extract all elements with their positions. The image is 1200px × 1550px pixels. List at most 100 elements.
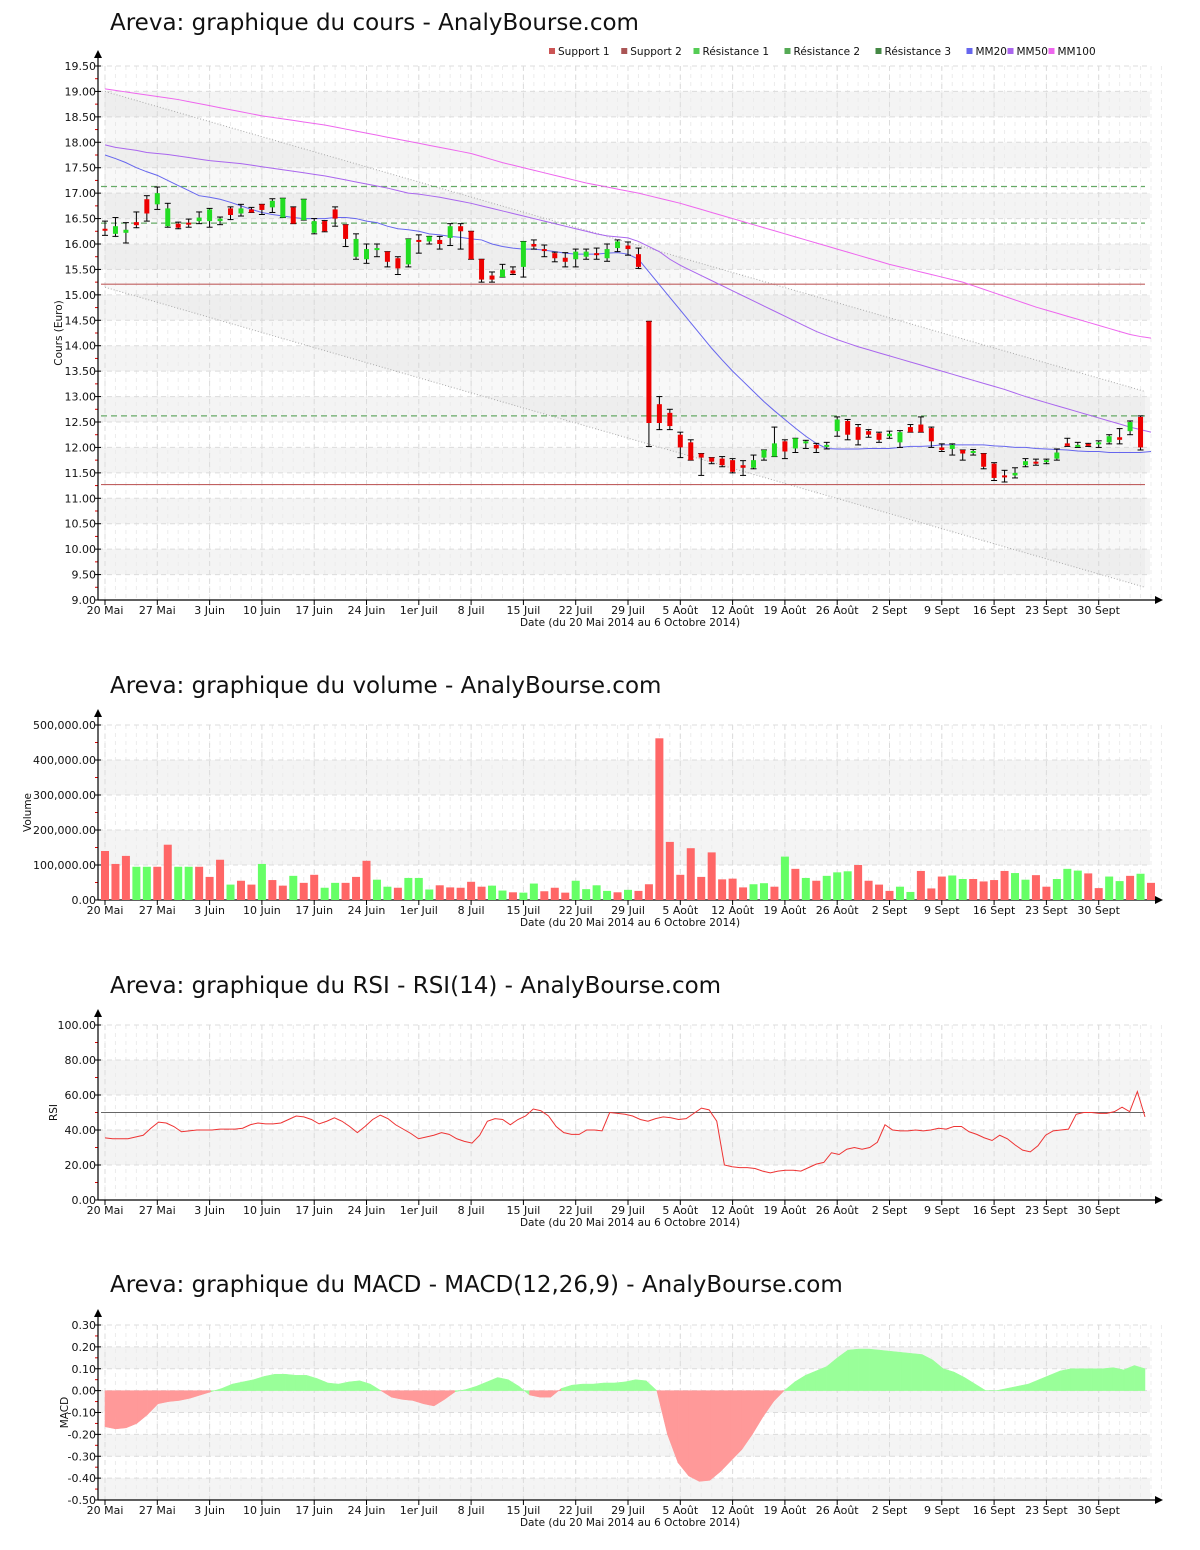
volume-bar [927,888,936,900]
candle [656,396,663,431]
macd-negative-area [773,1390,785,1403]
y-tick-label: -0.40 [68,1472,96,1485]
volume-bar [728,878,737,900]
x-tick-label: 27 Mai [139,904,176,917]
candle [740,460,747,476]
candle [457,223,464,250]
volume-bar [770,886,779,900]
volume-bar [833,872,842,900]
y-axis-title: Volume [22,793,34,832]
volume-bar [331,882,340,900]
candle [373,243,380,258]
volume-bar [1094,888,1103,900]
candle [436,235,443,250]
candle [614,239,621,253]
x-tick-label: 20 Mai [87,904,124,917]
volume-bar [916,870,925,900]
candle [583,248,590,260]
volume-bar [969,879,978,900]
candle [907,424,914,433]
volume-bar [644,884,653,900]
x-tick-label: 30 Sept [1077,604,1120,617]
candle [876,431,883,443]
y-tick-label: 60.00 [65,1089,97,1102]
x-tick-label: 15 Juil [506,604,540,617]
macd-positive-area [624,1379,636,1391]
x-tick-label: 8 Juil [458,1504,485,1517]
macd-positive-area [1006,1385,1018,1391]
volume-bar [1126,875,1135,900]
x-tick-label: 23 Sept [1025,1504,1068,1517]
legend-label: Support 2 [630,46,682,58]
x-tick-label: 17 Juin [295,604,333,617]
y-tick-label: 16.00 [65,238,97,251]
macd-positive-area [263,1373,276,1391]
macd-positive-area [783,1381,796,1391]
x-axis-title: Date (du 20 Mai 2014 au 6 Octobre 2014) [520,1217,740,1229]
macd-positive-area [327,1382,339,1391]
candle [572,248,579,268]
grid-band [98,549,1150,575]
y-tick-label: 19.00 [65,85,97,98]
rsi-chart: 0.00 20.00 40.00 60.00 80.00 100.00 20 Mai 27 M… [48,1009,1163,1229]
x-tick-label: 29 Juil [611,604,645,617]
mm100-line [104,88,1152,339]
x-tick-label: 29 Juil [611,904,645,917]
macd-negative-area [752,1390,764,1436]
macd-positive-area [635,1379,647,1391]
candle [687,439,694,461]
legend-item: Résistance 1 [693,46,770,58]
legend-item: Résistance 2 [784,46,860,58]
y-tick-label: -0.50 [68,1494,96,1507]
macd-negative-area [423,1390,435,1407]
y-axis-arrow-icon [94,50,102,58]
x-tick-label: 15 Juil [506,1204,540,1217]
y-tick-label: -0.10 [68,1407,96,1420]
y-axis-title: RSI [48,1104,60,1121]
candle [541,244,548,258]
macd-negative-area [401,1390,414,1401]
x-tick-label: 20 Mai [87,604,124,617]
macd-negative-area [125,1390,138,1429]
volume-bar [132,866,141,900]
macd-chart: -0.50 -0.40 -0.30 -0.20 -0.10 0.00 0.10 0.20 0.3… [59,1309,1163,1529]
x-tick-label: 17 Juin [295,1504,333,1517]
volume-bar [184,866,193,900]
macd-positive-area [242,1379,254,1391]
volume-bar [1031,875,1040,900]
volume-bar [1084,873,1093,900]
volume-bar [529,883,538,900]
x-tick-label: 10 Juin [243,604,281,617]
x-tick-label: 10 Juin [243,904,281,917]
volume-bar [488,885,497,900]
macd-positive-area [614,1381,626,1391]
x-tick-label: 27 Mai [139,1504,176,1517]
y-tick-label: 16.50 [65,213,97,226]
volume-bar [791,868,800,900]
x-axis-arrow-icon [1155,1196,1163,1204]
volume-bar [749,884,758,900]
grid-band [98,294,1150,321]
volume-bar [404,877,413,900]
candle [970,448,977,456]
candle [1085,442,1092,447]
candle [447,223,454,247]
y-axis-title: MACD [59,1397,71,1428]
candle [1116,428,1123,445]
candle [1064,437,1071,447]
volume-bar [822,875,831,900]
legend-label: Support 1 [558,46,610,58]
legend-item: MM100 [1048,46,1096,58]
y-tick-label: 10.50 [65,518,97,531]
candle [1106,434,1113,445]
legend-label: Résistance 1 [703,46,770,58]
volume-bar [341,882,350,900]
y-tick-label: 11.00 [65,492,97,505]
legend-swatch-icon [875,48,882,54]
macd-positive-area [1049,1370,1061,1391]
x-tick-label: 17 Juin [295,904,333,917]
volume-bar [885,890,894,900]
volume-bar [624,889,632,900]
candle [938,443,945,452]
volume-bar [958,879,967,900]
